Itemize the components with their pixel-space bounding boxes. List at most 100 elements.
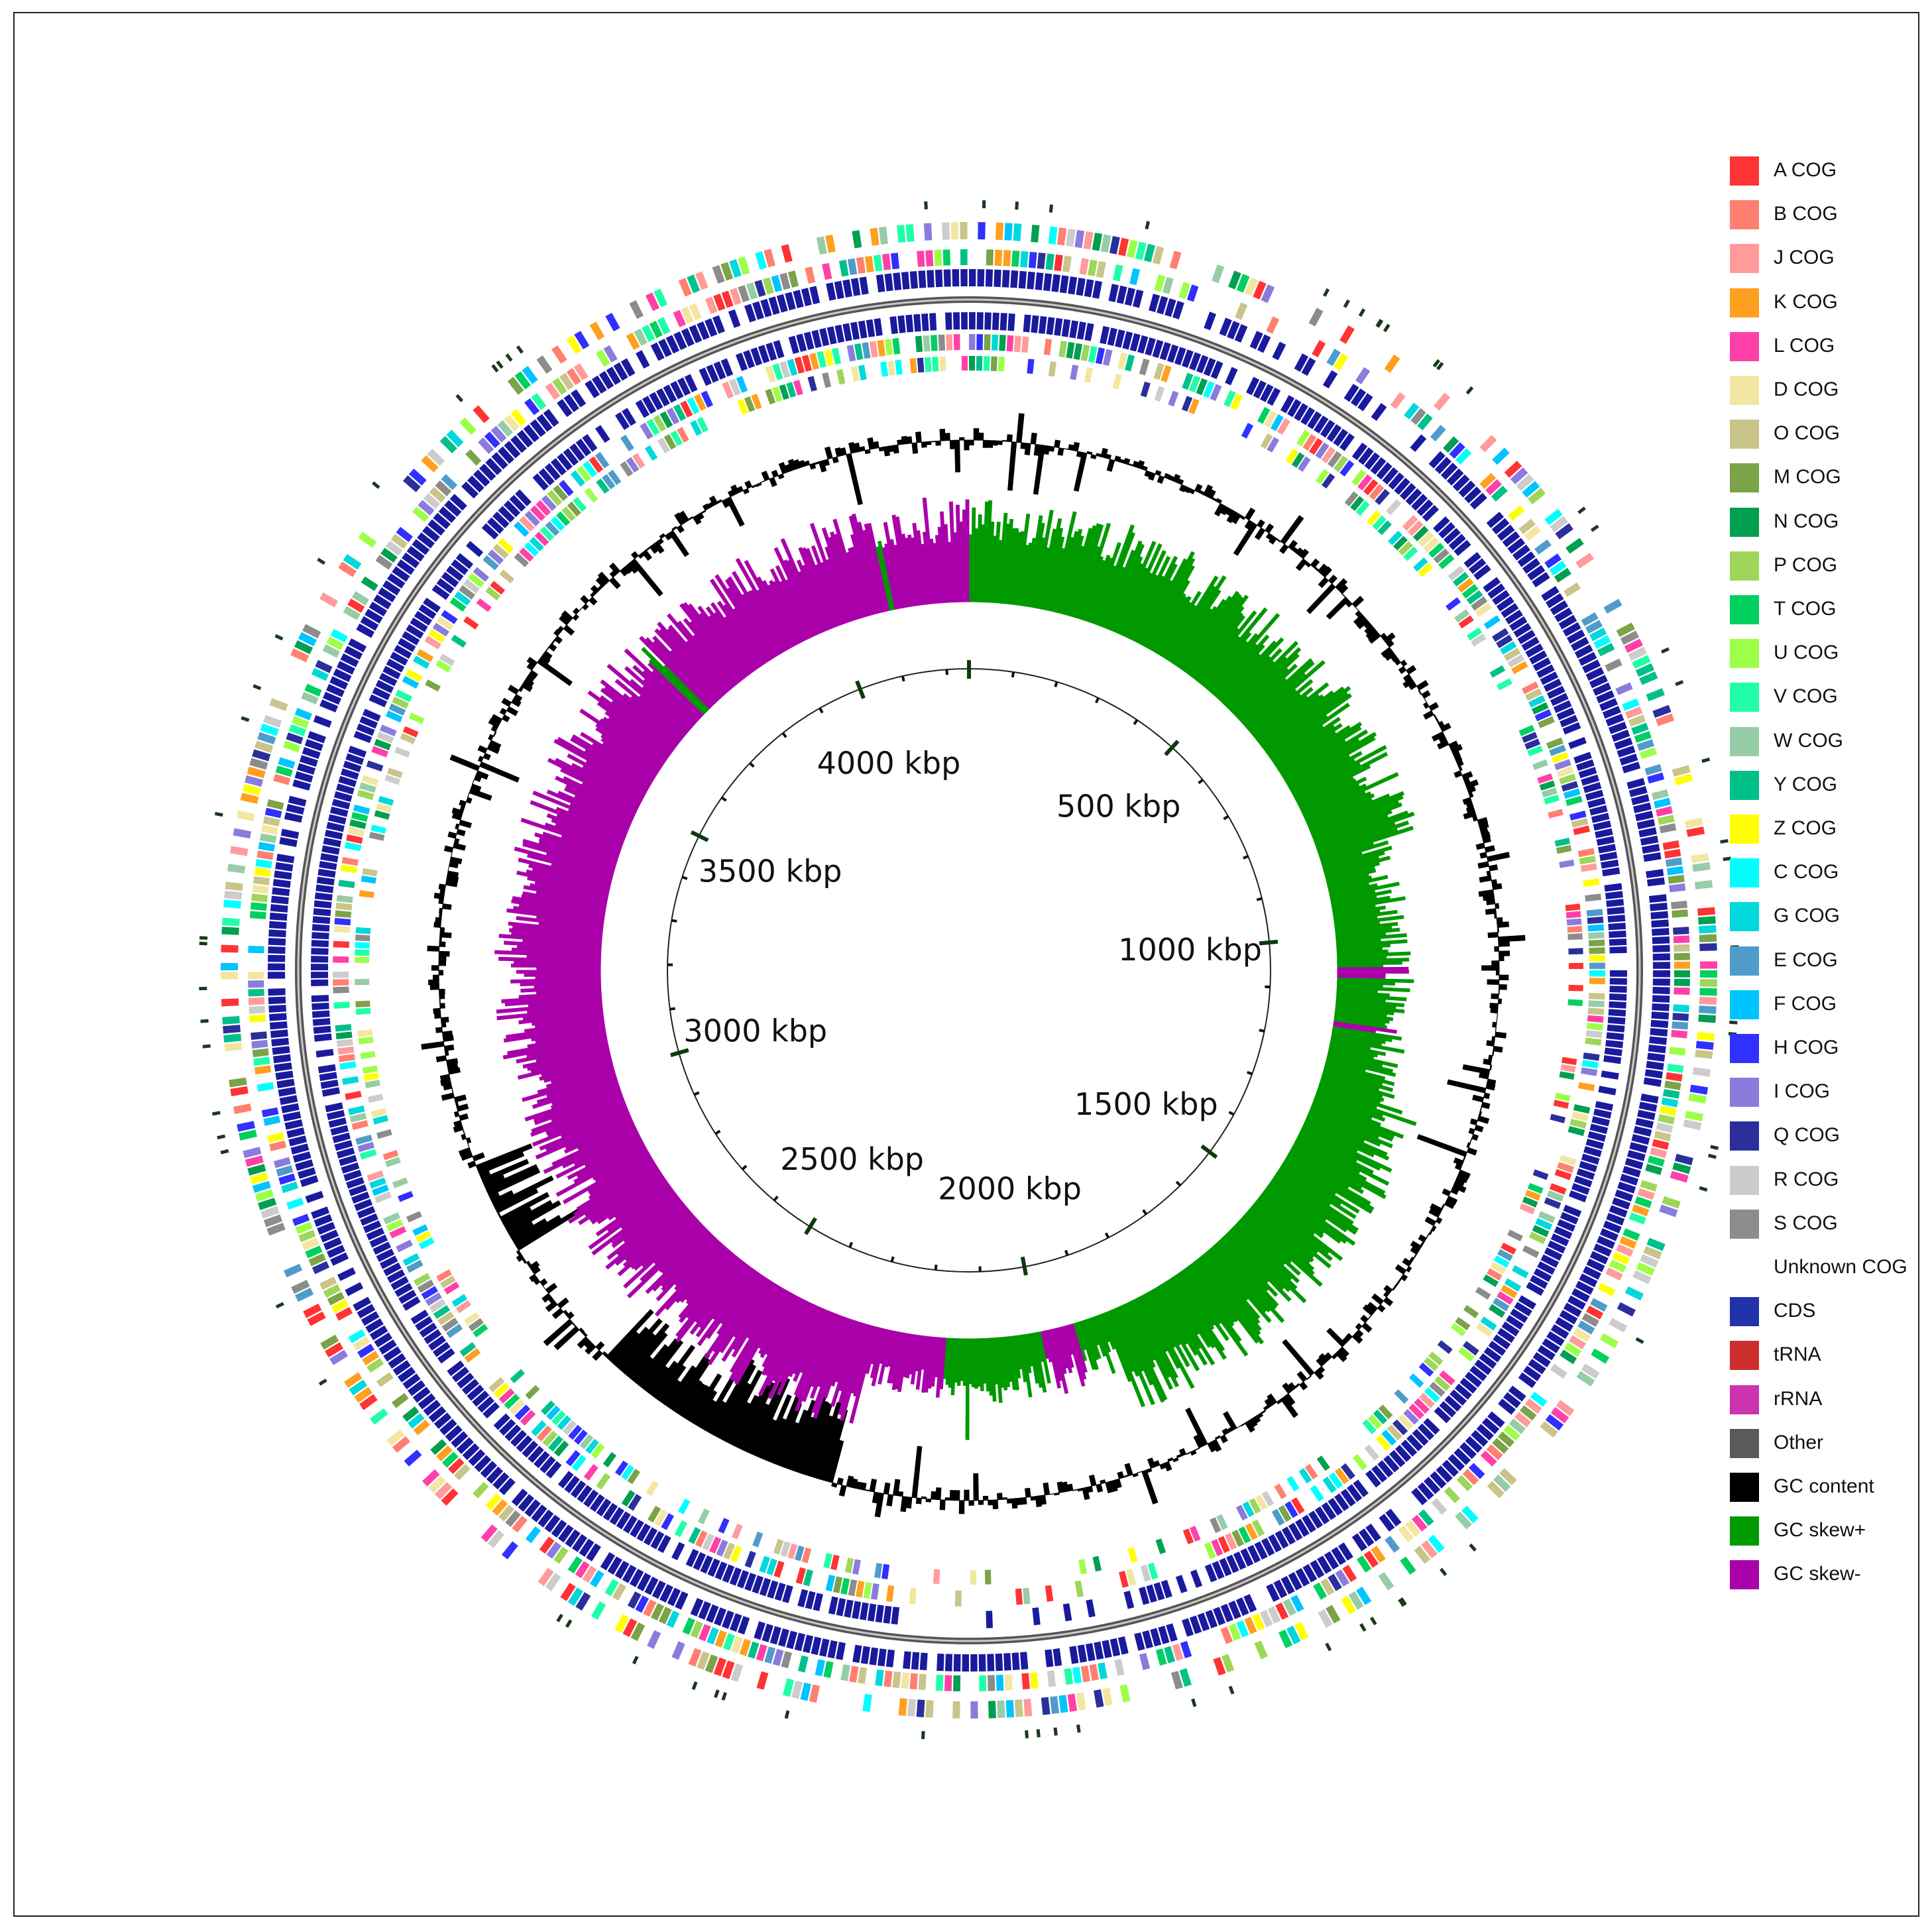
cds-feature [328,1117,347,1128]
cog-feature [1402,515,1418,531]
gc-skew-negative-bar [602,716,667,763]
cog-feature [1528,1231,1546,1245]
cog-feature [935,1674,944,1691]
cds-feature [504,1424,522,1442]
gc-skew-negative-bar [768,579,803,644]
cds-feature [681,327,695,347]
gc-content-bar [892,1479,901,1497]
cds-feature [1585,789,1604,801]
cds-feature [402,1296,421,1311]
cog-feature [1674,961,1690,969]
gc-content-bar [1056,1481,1064,1493]
cds-feature [319,699,339,712]
cog-feature [1455,1317,1471,1331]
cog-feature [1169,251,1182,270]
gc-skew-positive-bar [1307,1112,1381,1147]
minor-tick [890,1256,895,1263]
gc-content-bar [1214,502,1225,517]
gc-content-bar [921,441,927,448]
cog-feature [429,1298,446,1313]
cds-feature [276,854,295,864]
cds-feature [1337,1542,1353,1561]
cog-feature [278,757,296,769]
gc-skew-negative-bar [707,1277,768,1365]
cog-feature [1532,759,1548,770]
cds-feature [353,1296,372,1312]
cog-feature [661,1513,675,1530]
cog-feature [367,1358,384,1373]
gc-content-bar [545,1282,558,1294]
cds-feature [969,312,976,330]
cds-feature [1575,759,1595,771]
cds-feature [655,388,670,407]
gc-skew-negative-bar [901,534,916,607]
gc-content-bar [1025,1487,1031,1498]
gc-content-bar [787,459,797,471]
cog-feature [718,1518,730,1534]
cog-feature [1521,681,1539,695]
cog-feature [1537,773,1554,784]
cog-feature [1302,433,1317,451]
legend-label: Other [1774,1431,1824,1453]
gc-content-bar [954,1490,960,1501]
gc-skew-positive-bar [1090,1317,1107,1357]
cog-feature [463,579,480,594]
cog-feature [1398,1525,1414,1543]
cog-feature [1632,1204,1650,1217]
gc-content-bar [433,921,441,928]
cog-feature [666,407,680,425]
cds-feature [622,408,636,426]
cog-feature [1127,239,1138,258]
gc-content-bar [1043,1482,1051,1496]
cog-feature [1355,500,1370,516]
legend-label: T COG [1774,598,1837,620]
cog-feature [1573,1328,1591,1342]
cds-feature [1166,344,1179,363]
gc-skew-positive-bar [1118,543,1163,636]
gc-content-bar [1468,1127,1475,1135]
cds-feature [394,1282,413,1298]
cog-feature [1417,414,1433,431]
gc-content-bar [692,514,702,525]
cog-feature [376,803,392,813]
gc-skew-negative-bar [508,928,602,940]
cog-feature [1412,526,1429,541]
cog-feature [248,972,264,980]
cds-feature [1172,300,1184,319]
cog-feature [1112,373,1122,390]
gc-content-bar [831,1482,838,1488]
cog-feature [721,290,734,308]
cog-feature [417,1279,435,1293]
cog-feature [1603,598,1622,614]
cds-feature [1226,1554,1239,1573]
cog-feature [979,1675,987,1691]
cds-feature [356,623,375,638]
cog-feature [319,1277,337,1290]
cds-feature [591,375,607,394]
gc-content-bar [543,1318,573,1346]
gc-skew-positive-bar [971,507,976,602]
cds-feature [332,1132,351,1143]
cog-feature [459,585,476,600]
cog-feature [1598,1282,1616,1296]
cds-feature [752,301,764,320]
cds-feature [801,288,812,306]
cds-feature [766,342,777,361]
cog-feature [227,864,246,874]
gc-skew-positive-bar [1288,1149,1365,1194]
cds-feature [1188,352,1202,371]
rna-marker [202,1044,211,1049]
cds-feature [1165,298,1176,317]
legend-swatch [1730,551,1759,581]
gc-skew-negative-bar [510,978,601,984]
legend-item: P COG [1730,551,1929,582]
legend-label: F COG [1774,992,1837,1015]
cog-feature [266,1222,286,1236]
cog-feature [355,927,371,935]
cds-feature [1652,936,1670,944]
gc-skew-positive-bar [1207,1249,1272,1324]
gc-skew-positive-bar [1201,607,1268,687]
cog-feature [1028,251,1037,268]
cds-feature [962,1654,969,1672]
cds-feature [540,1455,556,1473]
